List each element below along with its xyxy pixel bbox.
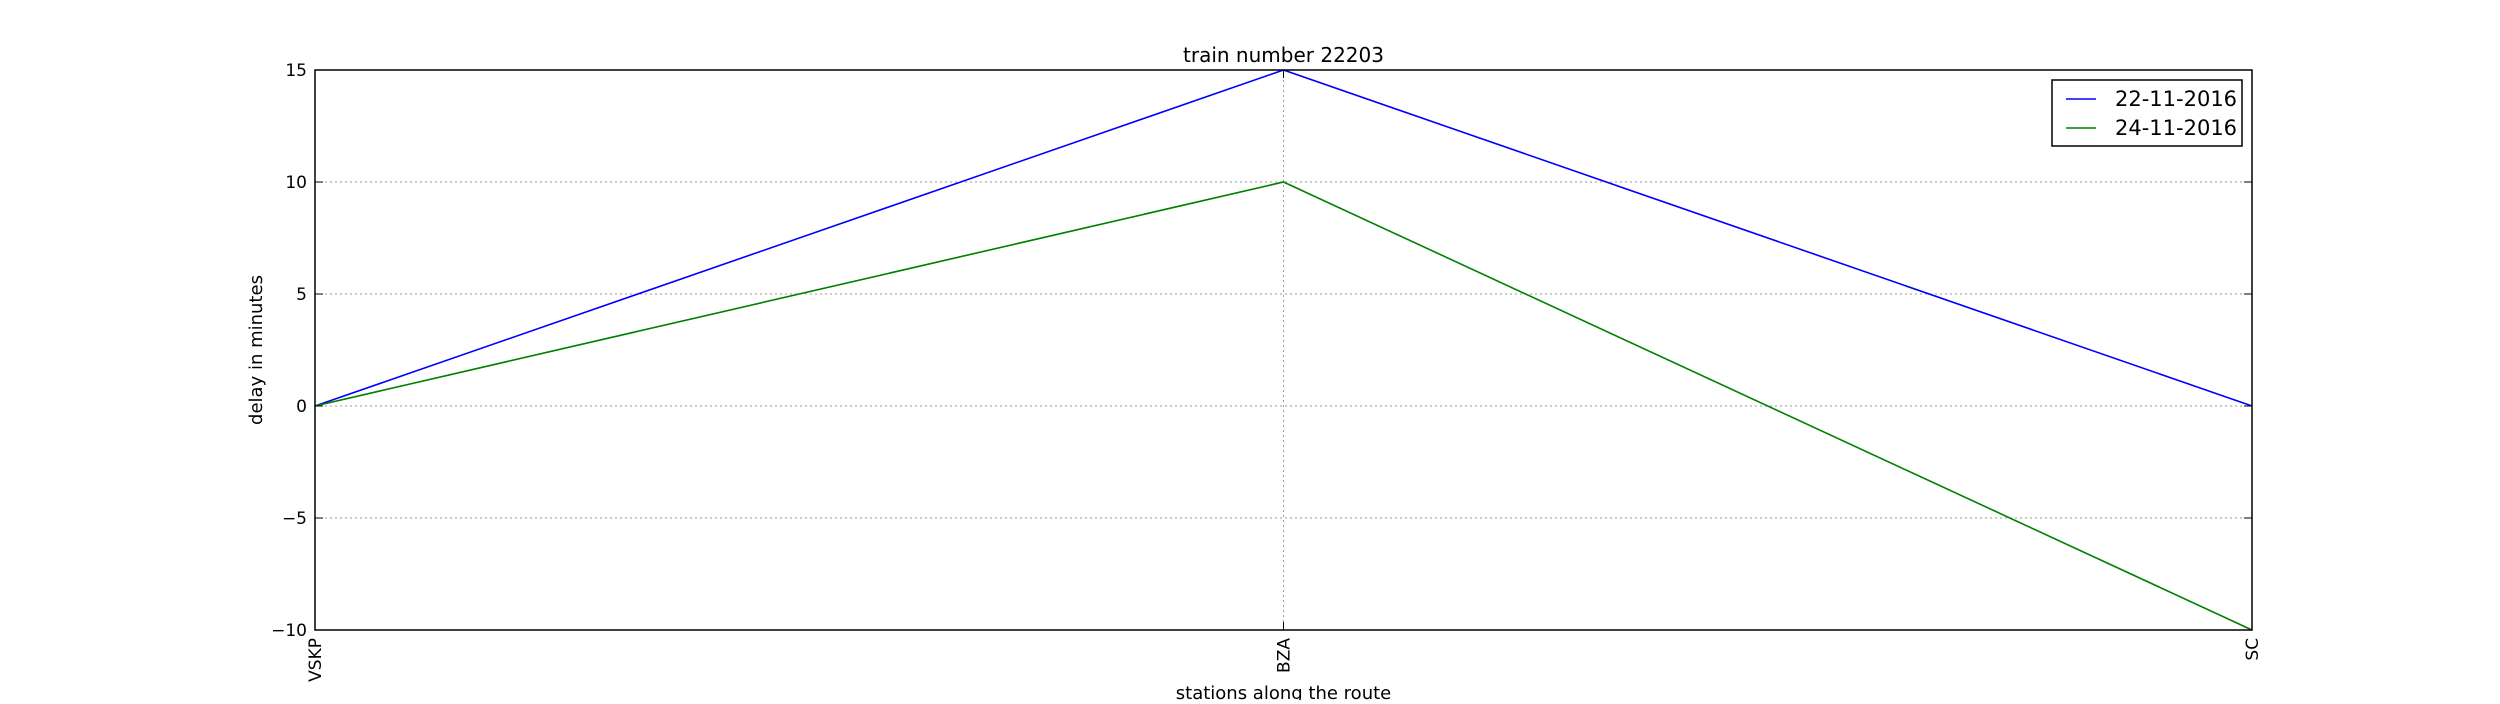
y-tick-label: 10: [285, 173, 307, 193]
series-line-2: [314, 181, 2253, 631]
x-tick-label: VSKP: [306, 638, 326, 682]
y-axis-ticks: 15 10 5 0 −5 −10: [271, 61, 2252, 641]
x-tick-label: SC: [2243, 638, 2263, 661]
x-tick-label: BZA: [1275, 638, 1295, 673]
y-tick-label: 0: [296, 397, 307, 417]
x-axis-ticks: VSKP BZA SC: [306, 70, 2263, 682]
y-tick-label: −5: [282, 509, 307, 529]
legend-label-series-1: 22-11-2016: [2115, 87, 2237, 111]
y-axis-title: delay in minutes: [246, 275, 267, 425]
y-tick-label: −10: [271, 621, 307, 641]
y-tick-label: 15: [285, 61, 307, 81]
legend-label-series-2: 24-11-2016: [2115, 116, 2237, 140]
chart-title: train number 22203: [1183, 43, 1384, 67]
x-axis-title: stations along the route: [1176, 683, 1391, 700]
y-tick-label: 5: [296, 285, 307, 305]
legend-box: [2051, 79, 2243, 147]
legend: 22-11-2016 24-11-2016: [2051, 79, 2243, 147]
